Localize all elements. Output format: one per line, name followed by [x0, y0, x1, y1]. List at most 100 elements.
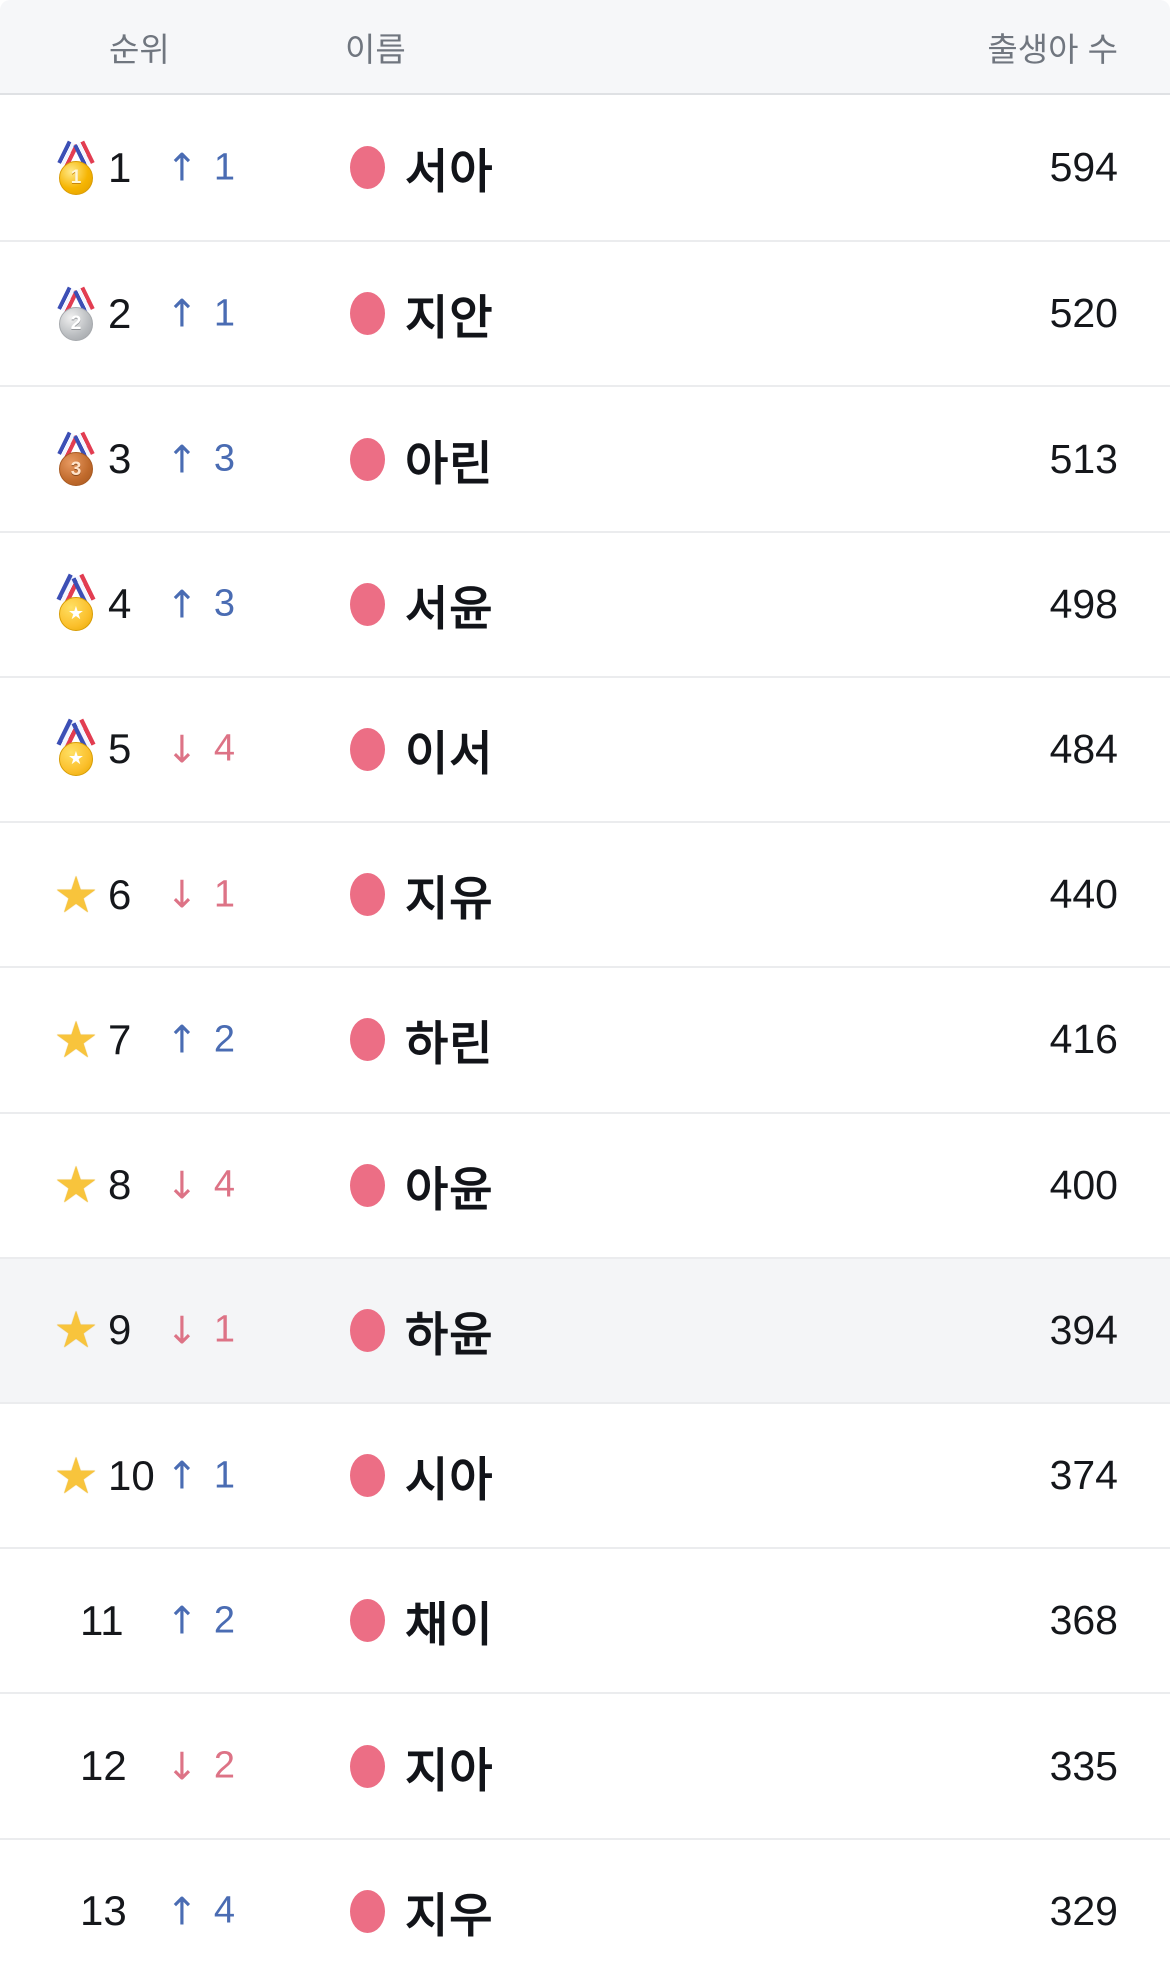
star-icon: ★	[53, 865, 99, 924]
change-arrow-icon: ↓	[166, 1163, 198, 1208]
table-row[interactable]: ★ 5 ↓ 4 이서 484	[0, 675, 1170, 822]
table-row[interactable]: ★ 8 ↓ 4 아윤 400	[0, 1111, 1170, 1257]
series-color-dot-icon	[350, 1454, 385, 1498]
change-amount: 1	[213, 146, 235, 189]
change-amount: 1	[213, 1454, 235, 1497]
rank-change: ↓ 2	[166, 1745, 235, 1788]
births-cell: 498	[860, 581, 1170, 628]
rank-number: 10	[108, 1451, 155, 1499]
rank-icon-slot: ★	[54, 719, 98, 778]
name-cell: 지우	[340, 1877, 860, 1946]
rank-number: 13	[80, 1887, 127, 1935]
change-amount: 1	[213, 1308, 235, 1351]
births-cell: 484	[860, 726, 1170, 773]
rank-cell: 11 ↑ 2	[0, 1592, 340, 1650]
name-cell: 서아	[340, 133, 860, 202]
table-row[interactable]: 11 ↑ 2 채이 368	[0, 1547, 1170, 1693]
rank-icon-slot: ★	[53, 865, 99, 924]
medal-coin: ★	[59, 742, 93, 777]
rank-change: ↑ 3	[166, 438, 235, 481]
birth-count: 594	[1049, 144, 1118, 191]
births-cell: 368	[860, 1597, 1170, 1644]
table-row[interactable]: 3 3 ↑ 3 아린 513	[0, 385, 1170, 531]
name-cell: 지안	[340, 279, 860, 348]
rank-cell: 12 ↓ 2	[0, 1737, 340, 1795]
baby-name: 지유	[405, 872, 494, 926]
baby-name: 지아	[405, 1743, 494, 1797]
change-arrow-icon: ↑	[166, 1017, 198, 1062]
rank-icon-slot: 2	[54, 285, 98, 343]
name-cell: 하린	[340, 1005, 860, 1074]
sports-medal-icon: ★	[54, 573, 98, 633]
name-cell: 지아	[340, 1732, 860, 1801]
change-arrow-icon: ↓	[166, 727, 198, 772]
rank-icon-slot: ★	[54, 1447, 99, 1505]
rank-icon-slot: 1	[54, 139, 98, 197]
birth-count: 329	[1049, 1887, 1118, 1934]
birth-count: 520	[1049, 290, 1118, 337]
rank-number: 9	[108, 1306, 132, 1354]
rank-cell: ★ 4 ↑ 3	[0, 573, 340, 633]
star-icon: ★	[53, 1010, 99, 1069]
bronze-medal-icon: 3	[54, 430, 98, 488]
rank-cell: ★ 10 ↑ 1	[0, 1447, 340, 1505]
baby-name: 아린	[405, 436, 494, 490]
sports-medal-icon: ★	[54, 719, 98, 778]
baby-name: 채이	[405, 1598, 494, 1652]
medal-coin: 1	[59, 160, 93, 195]
rank-cell: ★ 7 ↑ 2	[0, 1011, 340, 1069]
rank-cell: 13 ↑ 4	[0, 1882, 340, 1940]
star-icon: ★	[53, 1301, 99, 1360]
name-cell: 시아	[340, 1441, 860, 1510]
baby-name: 서윤	[405, 581, 494, 635]
baby-name: 지우	[405, 1888, 494, 1942]
baby-name: 하린	[405, 1017, 494, 1071]
name-cell: 채이	[340, 1586, 860, 1655]
header-cell-name: 이름	[340, 23, 860, 71]
change-amount: 2	[213, 1744, 235, 1787]
births-cell: 335	[860, 1743, 1170, 1790]
birth-count: 335	[1049, 1742, 1118, 1789]
births-cell: 394	[860, 1307, 1170, 1354]
rank-change: ↓ 1	[166, 873, 235, 916]
rank-change: ↑ 1	[166, 1454, 235, 1497]
name-cell: 아린	[340, 425, 860, 494]
rank-cell: ★ 6 ↓ 1	[0, 866, 340, 924]
rank-icon-slot	[54, 1737, 70, 1795]
rank-number: 8	[108, 1161, 132, 1209]
rank-change: ↓ 1	[166, 1309, 235, 1352]
baby-name: 시아	[405, 1453, 494, 1507]
table-row[interactable]: 2 2 ↑ 1 지안 520	[0, 240, 1170, 386]
change-amount: 3	[213, 582, 235, 625]
series-color-dot-icon	[350, 292, 385, 336]
change-arrow-icon: ↑	[166, 291, 198, 336]
table-row[interactable]: ★ 4 ↑ 3 서윤 498	[0, 530, 1170, 676]
header-cell-births: 출생아 수	[860, 23, 1170, 71]
table-row[interactable]: ★ 6 ↓ 1 지유 440	[0, 821, 1170, 967]
header-cell-rank: 순위	[0, 23, 340, 71]
table-row[interactable]: 12 ↓ 2 지아 335	[0, 1692, 1170, 1838]
births-cell: 416	[860, 1016, 1170, 1063]
change-arrow-icon: ↓	[166, 872, 198, 917]
baby-name: 아윤	[405, 1162, 494, 1216]
births-cell: 594	[860, 144, 1170, 191]
table-row[interactable]: 1 1 ↑ 1 서아 594	[0, 95, 1170, 241]
change-amount: 4	[213, 1889, 235, 1932]
table-row[interactable]: ★ 10 ↑ 1 시아 374	[0, 1401, 1170, 1548]
series-color-dot-icon	[350, 582, 385, 626]
table-row[interactable]: ★ 9 ↓ 1 하윤 394	[0, 1256, 1170, 1402]
rank-icon-slot: 3	[54, 430, 98, 488]
silver-medal-icon: 2	[54, 285, 98, 343]
change-arrow-icon: ↑	[166, 437, 198, 482]
name-cell: 지유	[340, 860, 860, 929]
change-amount: 4	[213, 1163, 235, 1206]
table-row[interactable]: ★ 7 ↑ 2 하린 416	[0, 966, 1170, 1112]
rank-cell: 2 2 ↑ 1	[0, 285, 340, 343]
births-cell: 513	[860, 436, 1170, 483]
series-color-dot-icon	[350, 727, 385, 771]
change-arrow-icon: ↓	[166, 1308, 198, 1353]
rank-change: ↑ 1	[166, 292, 235, 335]
table-row[interactable]: 13 ↑ 4 지우 329	[0, 1837, 1170, 1983]
series-color-dot-icon	[350, 873, 385, 917]
